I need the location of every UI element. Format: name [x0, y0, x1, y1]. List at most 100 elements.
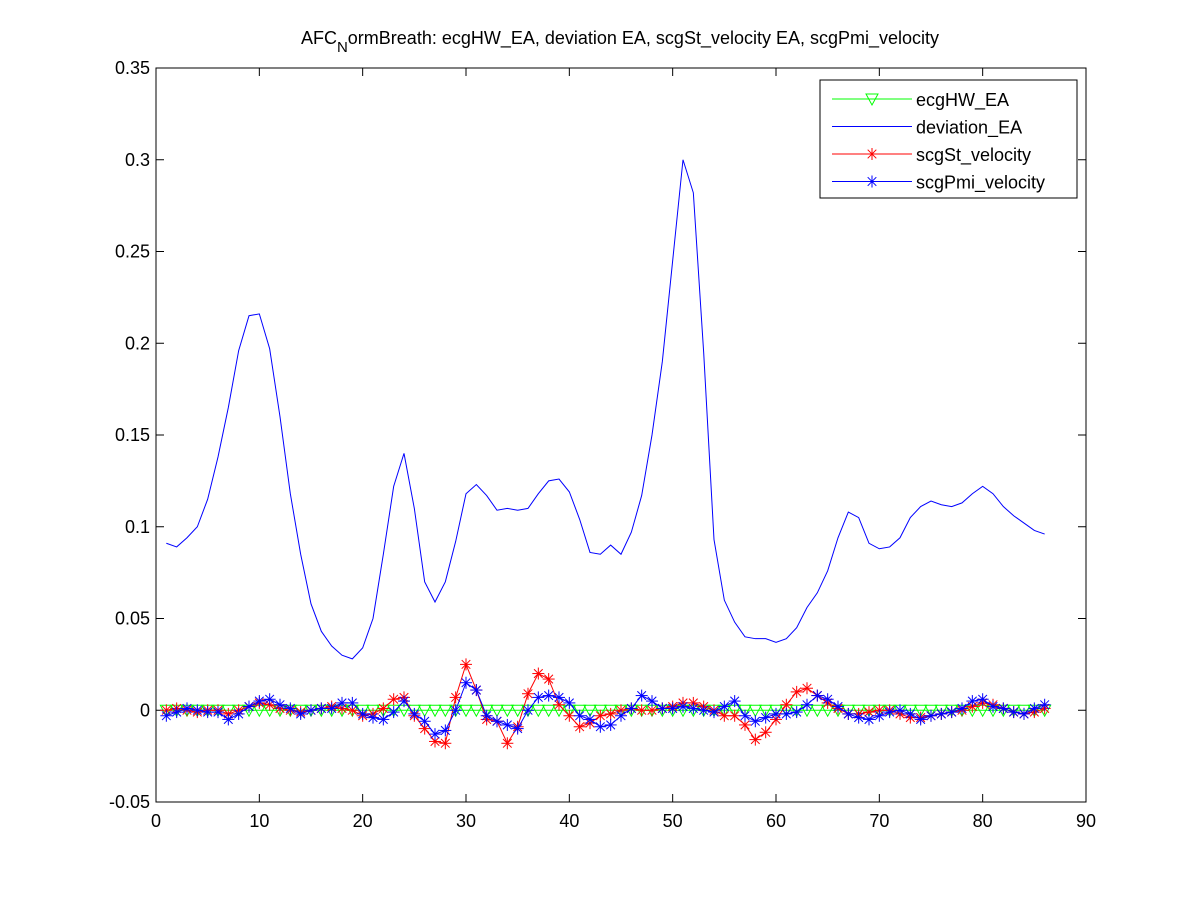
data-point [801, 682, 813, 695]
data-point [541, 704, 556, 718]
data-point [842, 707, 855, 720]
legend-marker [866, 148, 878, 160]
data-point [438, 704, 453, 718]
x-tick-label: 0 [151, 811, 161, 831]
data-point [708, 706, 720, 719]
y-tick-label: 0.3 [125, 150, 150, 170]
data-point [532, 667, 545, 680]
data-point [997, 702, 1010, 715]
y-tick-label: 0.05 [115, 609, 150, 629]
data-point [739, 709, 751, 722]
data-point [635, 704, 648, 717]
data-point [728, 709, 741, 722]
data-point [398, 695, 410, 708]
data-point [429, 728, 441, 741]
data-point [758, 704, 773, 718]
data-point [459, 704, 473, 718]
data-point [542, 689, 555, 702]
data-point [305, 704, 317, 717]
data-point [243, 700, 255, 713]
y-tick-label: 0.15 [115, 425, 150, 445]
data-point [346, 696, 359, 709]
data-point [563, 709, 576, 722]
series-layer [159, 159, 1052, 750]
legend-label: ecgHW_EA [916, 90, 1009, 111]
data-point [728, 695, 741, 708]
data-point [522, 704, 534, 717]
data-point [377, 702, 390, 715]
data-point [336, 696, 348, 709]
data-point [749, 733, 762, 746]
data-point [821, 693, 834, 706]
data-point [635, 689, 648, 702]
data-point [500, 704, 515, 718]
data-point [572, 704, 587, 718]
chart-title-prefix: AFC [301, 28, 337, 48]
data-point [408, 707, 421, 720]
data-point [604, 707, 617, 720]
legend-marker [866, 175, 878, 188]
chart-title: AFCNormBreath: ecgHW_EA, deviation EA, s… [301, 28, 939, 56]
x-tick-label: 60 [766, 811, 786, 831]
data-point [770, 707, 782, 720]
data-point [573, 720, 586, 733]
data-point [356, 707, 369, 720]
data-point [294, 707, 307, 720]
data-point [852, 711, 865, 724]
data-point [417, 704, 432, 718]
data-point [469, 704, 484, 718]
data-point [913, 704, 928, 718]
data-point [862, 704, 876, 718]
y-tick-label: 0 [140, 700, 150, 720]
x-tick-label: 20 [353, 811, 373, 831]
data-point [480, 709, 493, 722]
data-point [449, 704, 462, 717]
data-point [780, 707, 793, 720]
data-point [367, 711, 379, 724]
data-point [945, 706, 958, 719]
data-point [646, 695, 658, 708]
data-point [325, 702, 338, 715]
data-point [501, 718, 514, 731]
data-point [666, 702, 679, 715]
y-axis: -0.05 0 0.05 0.1 0.15 0.2 0.25 0.3 0.35 [109, 58, 1086, 812]
data-point [718, 700, 731, 713]
data-point [789, 704, 804, 718]
data-point [739, 718, 751, 731]
data-point [439, 724, 452, 737]
data-point [1018, 707, 1030, 720]
data-point [987, 700, 999, 713]
data-point [615, 709, 627, 722]
x-tick-label: 30 [456, 811, 476, 831]
legend-marker [865, 93, 879, 107]
data-point [449, 691, 462, 704]
data-point [749, 715, 762, 728]
data-point [563, 696, 576, 709]
series-scgPmi_velocity [160, 676, 1051, 741]
data-point [315, 702, 328, 715]
x-tick-label: 50 [663, 811, 683, 831]
data-point [387, 693, 400, 706]
series-deviation_EA [166, 159, 1045, 660]
data-point [386, 704, 401, 718]
data-point [553, 691, 565, 704]
y-tick-label: 0.25 [115, 242, 150, 262]
legend-box [819, 79, 1078, 199]
data-point [191, 704, 204, 717]
data-point [583, 704, 597, 718]
data-point [490, 704, 504, 718]
data-point [232, 707, 245, 720]
data-point [542, 673, 555, 686]
data-point [511, 722, 524, 735]
data-point [811, 689, 824, 702]
data-point [584, 713, 596, 726]
x-tick-label: 70 [869, 811, 889, 831]
data-point [160, 709, 173, 722]
data-point [697, 704, 710, 717]
data-point [873, 709, 886, 722]
data-point [470, 684, 483, 697]
data-point [832, 700, 844, 713]
x-tick-label: 10 [249, 811, 269, 831]
data-point [956, 702, 968, 715]
data-point [460, 676, 472, 689]
